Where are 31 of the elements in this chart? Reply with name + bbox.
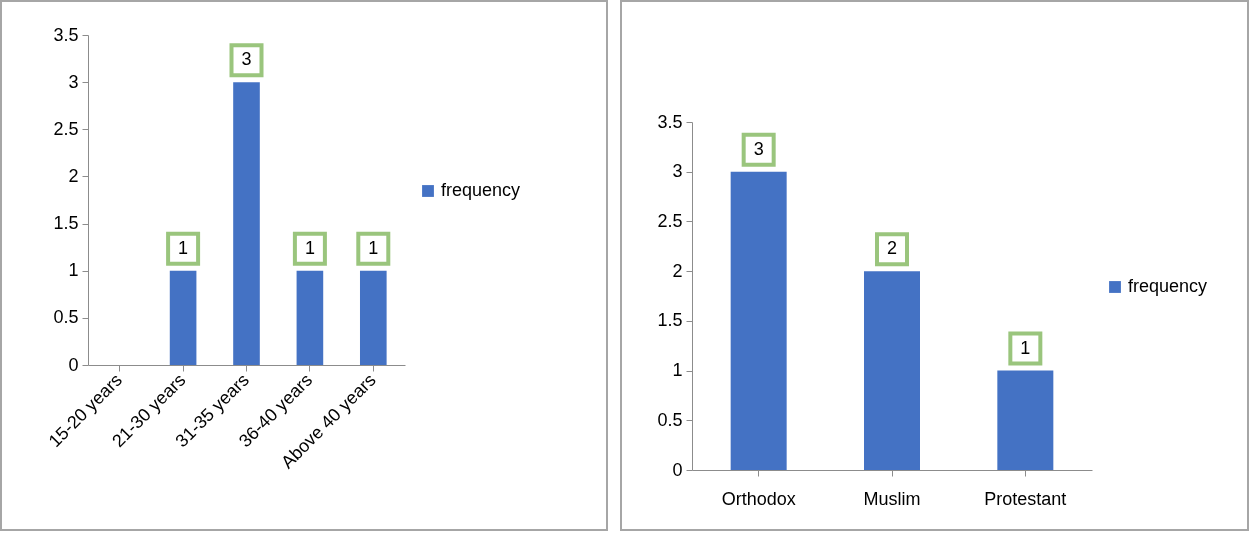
data-label: 1: [1020, 337, 1031, 358]
y-tick-label: 3.5: [53, 24, 79, 45]
x-tick-label: Muslim: [863, 488, 921, 509]
text: 1: [304, 237, 315, 258]
y-tick-label: 2: [672, 260, 683, 281]
y-tick-label: 2.5: [53, 118, 79, 139]
y-tick-label: 0.5: [657, 409, 683, 430]
y-tick-label: 2: [68, 165, 79, 186]
y-tick-label: 2.5: [657, 210, 683, 231]
y-tick-label: 1: [68, 260, 79, 281]
y-tick-label: 0.5: [53, 307, 79, 328]
y-tick-label: 1.5: [53, 213, 79, 234]
y-tick-label: 3.5: [657, 111, 683, 132]
y-tick-label: 1: [672, 360, 683, 381]
legend-label: frequency: [441, 180, 521, 200]
text: 1: [368, 237, 379, 258]
legend-label: frequency: [1128, 276, 1208, 296]
x-tick-label: Protestant: [984, 488, 1067, 509]
y-tick-label: 1.5: [657, 310, 683, 331]
data-label: 3: [753, 138, 764, 159]
text: 3: [241, 49, 252, 70]
bar: [997, 370, 1054, 470]
x-tick-label: Orthodox: [721, 488, 796, 509]
bar: [730, 171, 787, 470]
text: 1: [178, 237, 189, 258]
data-label: 2: [886, 238, 898, 259]
y-tick-label: 3: [68, 71, 79, 92]
y-tick-label: 0: [672, 459, 683, 480]
bar: [864, 271, 920, 470]
y-tick-label: 0: [68, 354, 79, 375]
y-tick-label: 3: [672, 161, 683, 182]
